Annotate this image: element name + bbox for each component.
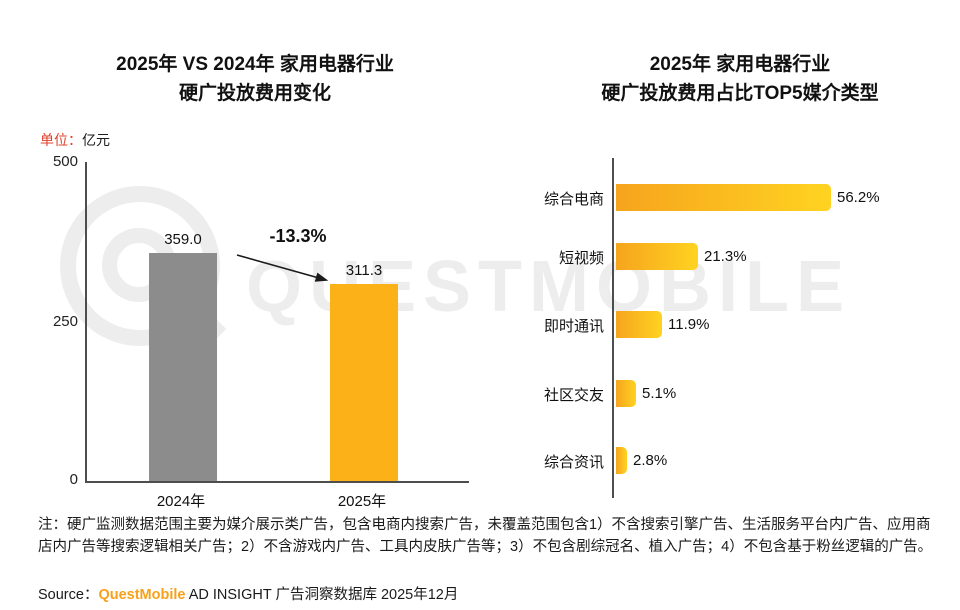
right-chart-title: 2025年 家用电器行业 硬广投放费用占比TOP5媒介类型 xyxy=(515,50,960,108)
x-axis-label-2025: 2025年 xyxy=(337,493,387,510)
category-label-news: 综合资讯 xyxy=(543,454,604,471)
unit-label: 单位：亿元 xyxy=(40,130,110,150)
category-label-ecommerce: 综合电商 xyxy=(543,191,604,208)
category-label-social: 社区交友 xyxy=(543,387,604,404)
hbar-row-social: 5.1% xyxy=(616,380,676,407)
hbar-row-ecommerce: 56.2% xyxy=(616,184,880,211)
y-axis-tick-500: 500 xyxy=(52,153,78,170)
category-label-im: 即时通讯 xyxy=(543,318,604,335)
unit-prefix: 单位： xyxy=(40,132,82,148)
bar-group-2025: 311.3 xyxy=(330,262,398,481)
x-axis-label-2024: 2024年 xyxy=(156,493,206,510)
y-axis-tick-250: 250 xyxy=(52,313,78,330)
source-brand: QuestMobile xyxy=(98,587,186,603)
bar-2024 xyxy=(149,253,217,481)
left-chart-title: 2025年 VS 2024年 家用电器行业 硬广投放费用变化 xyxy=(55,50,455,108)
bar-2025 xyxy=(330,284,398,481)
bar-group-2024: 359.0 xyxy=(149,231,217,481)
hbar-value-social: 5.1% xyxy=(642,385,677,402)
hbar-ecommerce xyxy=(616,184,831,211)
left-chart-title-line2: 硬广投放费用变化 xyxy=(178,83,331,104)
unit-value: 亿元 xyxy=(82,132,110,148)
hbar-news xyxy=(616,447,627,474)
left-chart-title-line1: 2025年 VS 2024年 家用电器行业 xyxy=(116,54,394,75)
y-axis-tick-0: 0 xyxy=(69,471,78,488)
hbar-value-ecommerce: 56.2% xyxy=(837,189,880,206)
hbar-shortvideo xyxy=(616,243,698,270)
hbar-row-news: 2.8% xyxy=(616,447,667,474)
source-line: Source：QuestMobile AD INSIGHT 广告洞察数据库 20… xyxy=(38,583,458,604)
change-annotation: -13.3% xyxy=(269,226,327,246)
right-chart-title-line2: 硬广投放费用占比TOP5媒介类型 xyxy=(601,83,879,104)
left-chart-plot: 359.0 311.3 xyxy=(85,162,469,483)
hbar-row-shortvideo: 21.3% xyxy=(616,243,747,270)
hbar-value-news: 2.8% xyxy=(633,452,668,469)
hbar-social xyxy=(616,380,636,407)
source-prefix: Source： xyxy=(38,587,99,603)
hbar-value-shortvideo: 21.3% xyxy=(704,248,747,265)
bar-value-2025: 311.3 xyxy=(345,262,383,279)
footnote: 注：硬广监测数据范围主要为媒介展示类广告，包含电商内搜索广告，未覆盖范围包含1）… xyxy=(38,517,933,555)
change-arrow-icon xyxy=(236,254,329,282)
category-label-shortvideo: 短视频 xyxy=(558,250,604,267)
right-chart-title-line1: 2025年 家用电器行业 xyxy=(649,54,831,75)
right-chart-plot: 56.2% 21.3% 11.9% 5.1% 2.8% xyxy=(612,158,958,498)
hbar-im xyxy=(616,311,662,338)
source-rest: AD INSIGHT 广告洞察数据库 2025年12月 xyxy=(185,587,459,603)
bar-value-2024: 359.0 xyxy=(164,231,202,248)
hbar-row-im: 11.9% xyxy=(616,311,709,338)
questmobile-logo-icon xyxy=(60,186,227,351)
hbar-value-im: 11.9% xyxy=(668,316,710,333)
